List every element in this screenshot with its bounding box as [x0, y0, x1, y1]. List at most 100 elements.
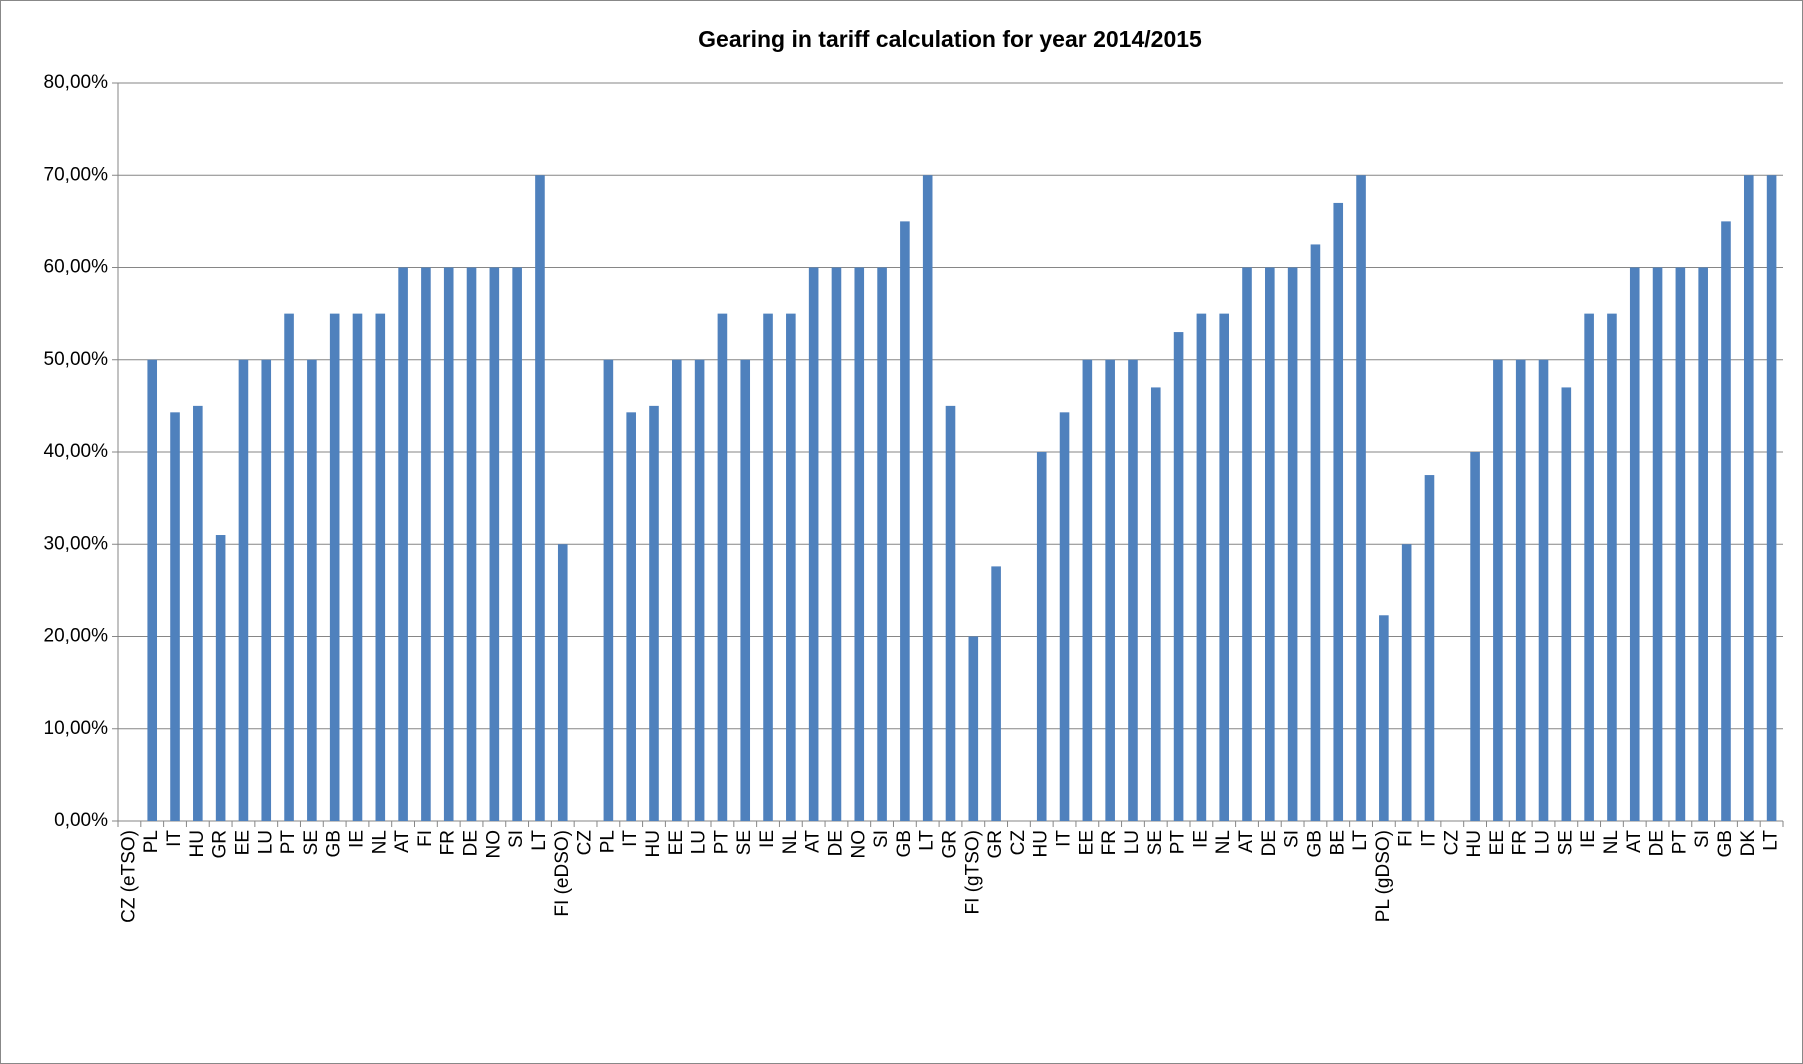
- x-tick-label: DE: [1647, 830, 1668, 856]
- bar: [329, 313, 340, 821]
- bar: [1743, 175, 1754, 821]
- bar: [922, 175, 933, 821]
- x-tick-label: PL (gDSO): [1373, 830, 1394, 922]
- x-tick-label: DE: [1259, 830, 1280, 856]
- bar: [1310, 244, 1321, 821]
- x-tick-label: PL: [597, 830, 618, 853]
- x-tick-label: AT: [1236, 830, 1257, 853]
- bar: [877, 267, 887, 821]
- bar: [1333, 202, 1344, 822]
- bar: [352, 313, 363, 821]
- bar: [900, 221, 910, 821]
- x-tick-label: SE: [1145, 830, 1166, 855]
- bar: [238, 359, 249, 821]
- x-tick-label: SE: [301, 830, 322, 855]
- x-tick-label: CZ (eTSO): [118, 830, 139, 923]
- bar: [968, 636, 979, 821]
- x-tick-label: FI (gTSO): [962, 830, 983, 914]
- x-tick-label: GR: [985, 830, 1006, 859]
- bar: [1287, 267, 1298, 821]
- bar: [1493, 359, 1503, 821]
- x-tick-label: LT: [1761, 830, 1782, 851]
- bar: [626, 412, 636, 821]
- bar: [1721, 221, 1731, 821]
- bar: [1561, 387, 1572, 821]
- bar: [147, 359, 158, 821]
- bar: [1036, 452, 1047, 821]
- y-tick-label: 20,00%: [44, 626, 109, 647]
- bar: [1173, 332, 1184, 821]
- bar: [215, 535, 226, 821]
- x-tick-label: NL: [369, 830, 390, 854]
- bar: [261, 359, 272, 821]
- x-tick-label: HU: [1031, 830, 1052, 857]
- bar: [1584, 313, 1594, 821]
- bar: [672, 359, 682, 821]
- bar: [763, 313, 773, 821]
- x-tick-label: NL: [1601, 830, 1622, 854]
- bar: [717, 313, 728, 821]
- bar: [512, 267, 522, 821]
- x-tick-label: FI: [415, 830, 436, 847]
- x-tick-label: IE: [1578, 830, 1599, 848]
- bar: [1607, 313, 1617, 821]
- x-tick-label: IT: [1418, 830, 1439, 847]
- bar: [557, 544, 568, 821]
- x-tick-label: IT: [164, 830, 185, 847]
- x-tick-label: GB: [1715, 830, 1736, 857]
- x-tick-label: HU: [187, 830, 208, 857]
- x-tick-label: IE: [1190, 830, 1211, 848]
- bar: [170, 412, 180, 821]
- x-tick-label: SE: [1555, 830, 1576, 855]
- x-tick-label: HU: [1464, 830, 1485, 857]
- x-tick-label: LT: [917, 830, 938, 851]
- x-tick-label: SI: [1692, 830, 1713, 848]
- bar: [649, 405, 659, 821]
- bar: [1766, 175, 1777, 821]
- bar: [1105, 359, 1115, 821]
- y-tick-label: 0,00%: [54, 810, 108, 831]
- bar: [1196, 313, 1207, 821]
- bar: [375, 313, 386, 821]
- x-tick-label: EE: [666, 830, 687, 855]
- bar: [945, 405, 956, 821]
- y-tick-label: 10,00%: [44, 718, 109, 739]
- y-tick-label: 80,00%: [44, 72, 109, 93]
- x-tick-label: PT: [711, 830, 732, 855]
- x-tick-label: HU: [643, 830, 664, 857]
- x-tick-label: CZ: [1008, 830, 1029, 856]
- x-tick-label: IT: [620, 830, 641, 847]
- y-tick-label: 50,00%: [44, 349, 109, 370]
- x-tick-label: CZ: [1441, 830, 1462, 856]
- x-tick-label: GR: [940, 830, 961, 859]
- x-tick-label: PT: [1669, 830, 1690, 855]
- x-tick-label: PL: [141, 830, 162, 853]
- bar: [1515, 359, 1526, 821]
- bar: [1675, 267, 1686, 821]
- x-tick-label: FR: [1510, 830, 1531, 855]
- x-tick-label: AT: [803, 830, 824, 853]
- bar: [740, 359, 751, 821]
- bar: [991, 566, 1001, 821]
- x-tick-label: EE: [1076, 830, 1097, 855]
- x-tick-label: GB: [894, 830, 915, 857]
- x-tick-label: AT: [1624, 830, 1645, 853]
- y-tick-label: 60,00%: [44, 257, 109, 278]
- bar: [831, 267, 842, 821]
- x-tick-label: SI: [506, 830, 527, 848]
- y-tick-label: 40,00%: [44, 441, 109, 462]
- bar: [1538, 359, 1549, 821]
- x-tick-label: LU: [689, 830, 710, 854]
- y-tick-label: 30,00%: [44, 533, 109, 554]
- bar: [1629, 267, 1640, 821]
- x-tick-label: AT: [392, 830, 413, 853]
- bar: [603, 359, 614, 821]
- bar: [443, 267, 454, 821]
- bar: [489, 267, 500, 821]
- bar: [466, 267, 477, 821]
- x-tick-label: NO: [848, 830, 869, 859]
- x-tick-label: EE: [232, 830, 253, 855]
- bar: [307, 359, 317, 821]
- bar: [1356, 175, 1366, 821]
- bar: [421, 267, 431, 821]
